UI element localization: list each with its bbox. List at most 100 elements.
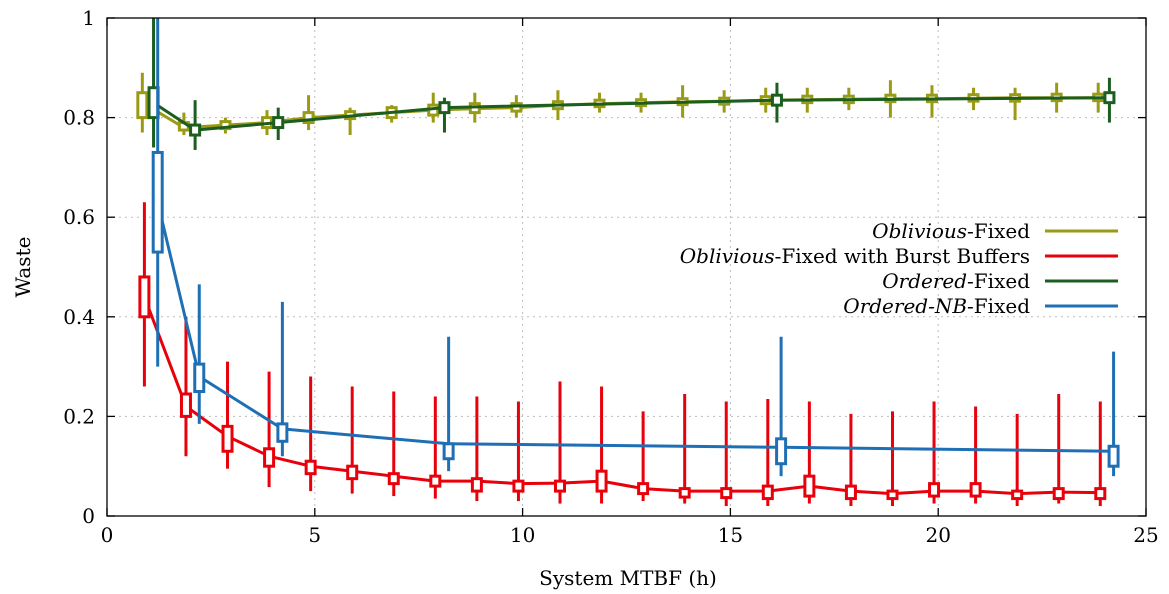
box-whisker [678, 393, 691, 504]
box-whisker [304, 376, 317, 492]
x-tick-label: 20 [925, 523, 950, 547]
box-whisker [136, 72, 149, 133]
y-tick-label: 1 [82, 6, 95, 30]
legend-label: Oblivious-Fixed with Burst Buffers [680, 244, 1030, 268]
series-4 [151, 18, 1120, 477]
iqr-box [803, 474, 816, 498]
box-whisker [276, 301, 289, 457]
iqr-box [928, 482, 941, 498]
iqr-box [1094, 487, 1107, 501]
axis-ticks: 0 5 10 15 20 25 0 0.2 0.4 0.6 0.8 1 [63, 6, 1159, 547]
box-whisker [427, 92, 440, 123]
y-tick-label: 0.8 [63, 106, 95, 130]
iqr-box [302, 111, 315, 125]
iqr-box [429, 474, 442, 488]
y-tick-label: 0.4 [63, 305, 95, 329]
box-whisker [387, 391, 400, 497]
box-whisker [1011, 413, 1024, 507]
y-tick-label: 0.2 [63, 404, 95, 428]
iqr-box [272, 116, 285, 130]
iqr-box [761, 484, 774, 501]
x-tick-label: 25 [1133, 523, 1158, 547]
box-whisker [429, 396, 442, 499]
iqr-box [151, 150, 164, 254]
series-line [152, 96, 1110, 132]
legend-label-rest: -Fixed with Burst Buffers [775, 244, 1030, 268]
x-tick-label: 10 [510, 523, 535, 547]
box-whisker [886, 411, 899, 507]
iqr-box [470, 477, 483, 493]
legend-label: Ordered-Fixed [882, 269, 1030, 293]
x-axis-title: System MTBF (h) [539, 566, 717, 590]
box-whisker [442, 336, 455, 472]
box-whisker [302, 95, 315, 131]
box-whisker [346, 386, 359, 494]
iqr-box [637, 482, 650, 496]
x-tick-label: 5 [308, 523, 321, 547]
plot-frame [106, 17, 1147, 517]
box-whisker [803, 401, 816, 504]
legend-label-italic: Ordered [882, 269, 967, 293]
box-whisker [512, 401, 525, 502]
box-whisker [1107, 351, 1120, 477]
iqr-box [179, 392, 192, 418]
iqr-box [221, 424, 234, 453]
legend-label-rest: -Fixed [967, 269, 1030, 293]
box-whisker [775, 336, 788, 477]
iqr-box [512, 479, 525, 493]
y-tick-label: 0 [82, 504, 95, 528]
box-whisker [1094, 401, 1107, 507]
box-whisker [138, 202, 151, 387]
iqr-box [1011, 489, 1024, 501]
box-whisker [272, 107, 285, 141]
box-whisker [221, 361, 234, 469]
iqr-box [554, 479, 567, 493]
iqr-box [346, 464, 359, 481]
iqr-box [276, 422, 289, 443]
box-whisker [925, 85, 938, 118]
legend-entry: Ordered-NB-Fixed [843, 294, 1118, 318]
box-whisker [219, 117, 232, 134]
legend-entry: Ordered-Fixed [882, 269, 1118, 293]
box-whisker [969, 406, 982, 504]
legend-label: Oblivious-Fixed [872, 219, 1030, 243]
iqr-box [770, 93, 783, 107]
iqr-box [1107, 444, 1120, 468]
iqr-box [844, 484, 857, 501]
legend-entry: Oblivious-Fixed with Burst Buffers [680, 244, 1118, 268]
box-whisker [193, 284, 206, 424]
x-tick-label: 15 [718, 523, 743, 547]
iqr-box [442, 442, 455, 461]
legend-label-rest: -Fixed [967, 219, 1030, 243]
iqr-box [969, 482, 982, 498]
iqr-box [1052, 487, 1065, 501]
box-whisker [189, 100, 202, 150]
iqr-box [720, 487, 733, 500]
box-whisker [554, 381, 567, 504]
series-2 [138, 202, 1107, 507]
box-whisker [1052, 393, 1065, 504]
box-whisker [637, 411, 650, 502]
iqr-box [263, 447, 276, 468]
iqr-box [387, 472, 400, 486]
box-whisker [151, 18, 164, 367]
y-axis-title: Waste [11, 237, 35, 298]
box-whisker [438, 97, 451, 133]
box-whisker [344, 107, 357, 136]
iqr-box [775, 437, 788, 466]
iqr-box [189, 123, 202, 137]
box-whisker [844, 413, 857, 507]
iqr-box [1103, 91, 1116, 105]
box-whisker [770, 82, 783, 123]
box-whisker [595, 386, 608, 504]
legend-label-italic: Oblivious [680, 244, 775, 268]
iqr-box [438, 101, 451, 115]
box-whisker [1103, 77, 1116, 123]
legend-entry: Oblivious-Fixed [872, 219, 1118, 243]
box-whisker [179, 316, 192, 457]
series-line [156, 201, 1114, 453]
iqr-box [678, 487, 691, 499]
iqr-box [138, 275, 151, 319]
box-whisker [761, 398, 774, 507]
